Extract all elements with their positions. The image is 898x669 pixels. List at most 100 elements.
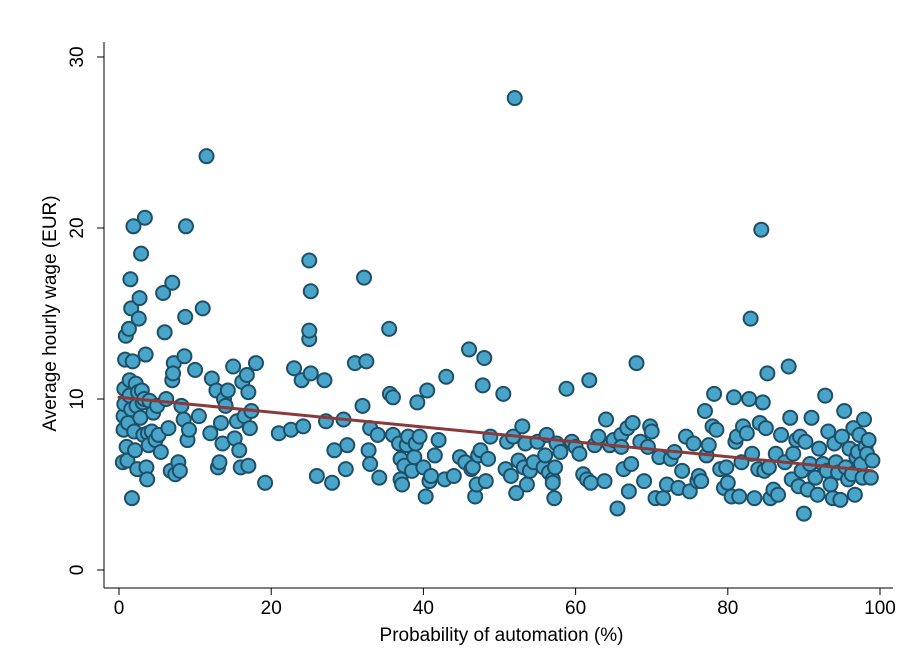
data-point xyxy=(152,444,169,461)
data-point xyxy=(797,433,814,450)
data-point xyxy=(862,469,879,486)
data-point xyxy=(165,365,182,382)
x-axis-title: Probability of automation (%) xyxy=(380,625,624,646)
data-point xyxy=(337,461,354,478)
data-point xyxy=(133,245,150,262)
data-point xyxy=(474,377,491,394)
data-point xyxy=(241,420,258,437)
data-point xyxy=(137,346,154,363)
data-point xyxy=(518,476,535,493)
data-point xyxy=(860,432,877,449)
data-point xyxy=(302,283,319,300)
data-point xyxy=(430,432,447,449)
data-point xyxy=(773,426,790,443)
data-point xyxy=(358,353,375,370)
data-point xyxy=(219,382,236,399)
data-point xyxy=(753,221,770,238)
data-point xyxy=(202,425,219,442)
data-point xyxy=(308,467,325,484)
data-point xyxy=(742,310,759,327)
data-point xyxy=(480,450,497,467)
data-point xyxy=(655,490,672,507)
data-point xyxy=(409,394,426,411)
data-point xyxy=(301,322,318,339)
data-point xyxy=(620,483,637,500)
data-point xyxy=(194,300,211,317)
data-point xyxy=(744,445,761,462)
data-point xyxy=(741,391,758,407)
data-point xyxy=(807,469,824,486)
data-point xyxy=(164,274,181,291)
data-point xyxy=(623,455,640,472)
data-point xyxy=(639,438,656,455)
x-tick-label: 0 xyxy=(114,598,125,619)
y-tick-label: 0 xyxy=(67,565,88,576)
data-points xyxy=(114,90,881,522)
data-point xyxy=(693,473,710,490)
data-point xyxy=(155,284,172,301)
data-point xyxy=(286,360,303,377)
data-point xyxy=(624,414,641,431)
data-point xyxy=(832,491,849,508)
y-tick-label: 20 xyxy=(67,217,88,238)
data-point xyxy=(125,218,142,235)
axes xyxy=(103,42,893,589)
data-point xyxy=(190,408,207,425)
data-point xyxy=(176,348,193,365)
data-point xyxy=(177,308,194,325)
data-point xyxy=(240,457,257,474)
data-point xyxy=(795,505,812,522)
data-point xyxy=(156,324,173,341)
data-point xyxy=(124,353,141,370)
x-tick-label: 60 xyxy=(565,598,586,619)
data-point xyxy=(302,365,319,382)
data-point xyxy=(339,437,356,454)
data-point xyxy=(356,269,373,286)
data-point xyxy=(552,444,569,461)
data-point xyxy=(770,486,787,503)
x-tick-label: 100 xyxy=(864,598,896,619)
data-point xyxy=(571,445,588,462)
data-point xyxy=(537,447,554,464)
data-point xyxy=(508,485,525,502)
data-point xyxy=(706,385,723,402)
data-point xyxy=(757,420,774,437)
data-point xyxy=(581,372,598,389)
data-point xyxy=(643,423,660,440)
data-point xyxy=(495,385,512,402)
data-point xyxy=(546,490,563,507)
data-point xyxy=(438,368,455,385)
data-point xyxy=(609,500,626,517)
data-point xyxy=(718,459,735,476)
data-point xyxy=(177,218,194,235)
data-point xyxy=(240,384,257,401)
data-point xyxy=(856,411,873,428)
data-point xyxy=(419,382,436,399)
data-point xyxy=(547,459,564,476)
data-point xyxy=(544,474,561,491)
data-point xyxy=(809,486,826,503)
data-point xyxy=(160,420,177,437)
data-point xyxy=(173,397,190,414)
data-point xyxy=(836,402,853,419)
data-point xyxy=(780,358,797,375)
data-point xyxy=(636,473,653,490)
data-point xyxy=(738,425,755,442)
data-point xyxy=(846,486,863,503)
data-point xyxy=(301,252,318,269)
data-point xyxy=(628,355,645,372)
data-point xyxy=(759,365,776,382)
data-point xyxy=(598,411,615,428)
data-point xyxy=(139,471,156,488)
data-point xyxy=(123,490,140,507)
data-point xyxy=(674,462,691,479)
data-point xyxy=(502,467,519,484)
x-axis-ticks: 0 20 40 60 80 100 xyxy=(114,588,896,619)
data-point xyxy=(514,418,531,435)
data-point xyxy=(817,387,834,404)
data-point xyxy=(746,490,763,507)
data-point xyxy=(187,361,204,378)
data-point xyxy=(731,488,748,505)
